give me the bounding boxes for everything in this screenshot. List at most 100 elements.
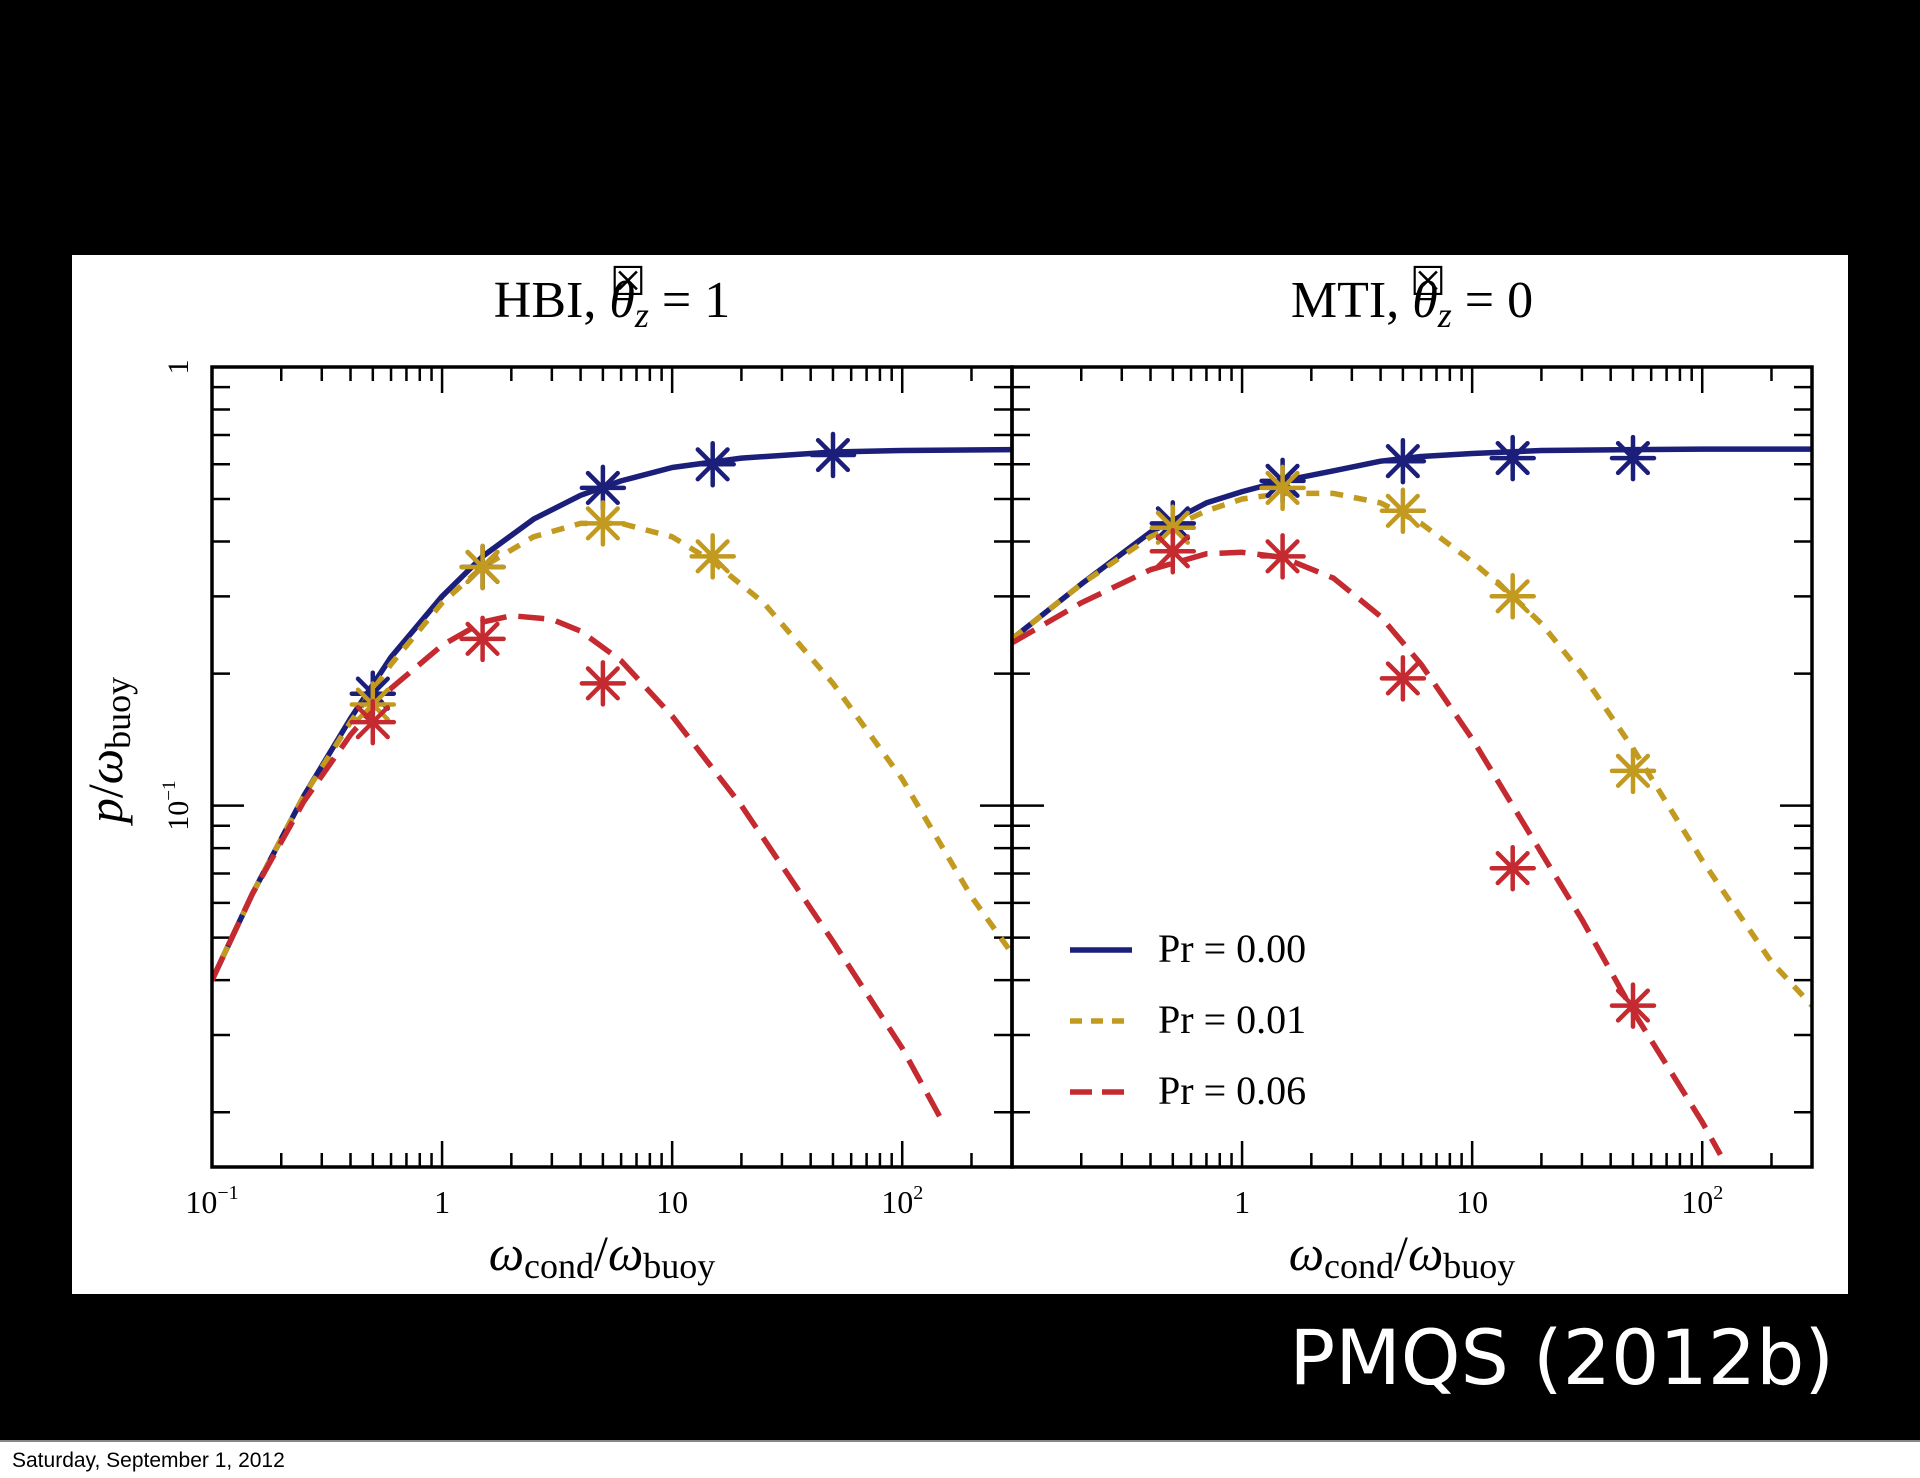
data-point <box>1379 655 1427 702</box>
x-tick-label-base: 10 <box>881 1184 913 1220</box>
series-line-pr-0-06 <box>212 612 946 1124</box>
panel-title-subscript: z <box>634 295 649 335</box>
data-point <box>349 698 397 746</box>
x-tick-label-base: 1 <box>1234 1184 1250 1220</box>
x-tick-label-exponent: 2 <box>1713 1182 1723 1204</box>
data-point <box>1489 434 1536 482</box>
x-ticks-1 <box>210 367 1014 1167</box>
citation: PMQS (2012b) <box>1289 1313 1834 1402</box>
x-axis-label: ωcond/ωbuoy <box>489 1225 716 1286</box>
x-tick-label-base: 1 <box>434 1184 450 1220</box>
data-point-stroke <box>1495 440 1530 476</box>
series-lines-1 <box>212 446 1012 1124</box>
data-point-stroke <box>1265 539 1300 574</box>
panel-title: HBI, θz = 1 <box>494 272 730 335</box>
data-point-stroke <box>1495 851 1530 886</box>
series-lines-2 <box>1012 446 1812 1157</box>
x-tick-label-base: 10 <box>185 1184 217 1220</box>
panel-title-subscript: z <box>1437 295 1452 335</box>
data-point-stroke <box>1385 493 1420 528</box>
x-axis-label-slash: / <box>594 1225 608 1281</box>
data-point <box>1379 437 1427 485</box>
legend-label: Pr = 0.01 <box>1158 997 1306 1042</box>
panel-title-suffix: = 0 <box>1452 272 1533 329</box>
x-axis-label-sub: cond <box>524 1246 594 1286</box>
series-line-pr-0-00 <box>212 446 1012 982</box>
data-point <box>1149 528 1197 575</box>
data-point <box>1489 573 1536 620</box>
series-line-pr-0-01 <box>1012 490 1812 1008</box>
series-line-pr-0-00 <box>1012 446 1812 642</box>
x-tick-label-base: 10 <box>1681 1184 1713 1220</box>
data-point <box>579 660 627 707</box>
panel-title-suffix: = 1 <box>649 272 730 329</box>
axes-frame-2 <box>1010 365 1814 1169</box>
data-point-stroke <box>695 447 730 482</box>
x-tick-label-exponent: 2 <box>913 1182 923 1204</box>
data-point <box>1259 464 1306 512</box>
y-axis-label-omega: ω <box>77 749 133 784</box>
data-point <box>689 441 736 488</box>
data-point-stroke <box>1265 470 1300 506</box>
data-point-stroke <box>815 437 851 473</box>
data-point <box>459 543 506 591</box>
x-axis-label-omega: ω <box>1408 1225 1443 1281</box>
y-tick-label: 10−1 <box>159 781 195 831</box>
y-axis-label: p/ωbuoy <box>77 677 138 826</box>
footer-strip: Saturday, September 1, 2012 <box>0 1440 1920 1478</box>
data-point-stroke <box>585 470 620 506</box>
data-point-stroke <box>1155 534 1190 569</box>
data-point-stroke <box>1615 753 1651 788</box>
data-point-stroke <box>585 506 620 541</box>
series-line-pr-0-06 <box>1012 549 1723 1157</box>
panel-title-symbol: θ <box>1412 272 1438 329</box>
x-tick-label-base: 10 <box>656 1184 688 1220</box>
data-point <box>1609 982 1657 1029</box>
slide: 10−1 1 10 102 1 10−1 HBI, θz = 1 ☒ ωcond/ωbuoy p/… <box>0 0 1920 1440</box>
x-tick-label: 1 <box>1234 1184 1250 1220</box>
data-point <box>1609 434 1657 482</box>
x-tick-label: 102 <box>881 1182 923 1220</box>
missing-glyph-icon: ☒ <box>610 259 646 305</box>
data-point-stroke <box>1495 579 1530 614</box>
data-point-stroke <box>585 666 620 701</box>
data-point <box>809 431 857 479</box>
x-tick-label: 1 <box>434 1184 450 1220</box>
panel-title-prefix: HBI, <box>494 272 610 329</box>
data-point <box>459 615 506 663</box>
data-point <box>689 533 736 580</box>
y-axis-label-slash: / <box>77 784 133 798</box>
data-point <box>579 500 627 547</box>
y-ticks-2 <box>1012 365 1812 1114</box>
data-point-stroke <box>1385 661 1420 696</box>
x-axis-label-sub: buoy <box>643 1246 715 1286</box>
x-ticks-2 <box>1010 367 1814 1167</box>
x-tick-label: 102 <box>1681 1182 1723 1220</box>
missing-glyph-icon: ☒ <box>1410 259 1446 305</box>
x-tick-label: 10−1 <box>185 1182 238 1220</box>
data-point-stroke <box>465 621 500 656</box>
x-tick-label-exponent: −1 <box>217 1182 238 1204</box>
data-point-stroke <box>695 539 730 574</box>
x-tick-label: 10 <box>1456 1184 1488 1220</box>
legend-label: Pr = 0.00 <box>1158 926 1306 971</box>
y-axis-label-p: p <box>77 798 133 826</box>
y-tick-label-exponent: −1 <box>159 781 180 801</box>
x-axis-label-omega: ω <box>608 1225 643 1281</box>
markers-1 <box>349 431 857 746</box>
y-tick-label-base: 1 <box>162 360 195 375</box>
panel-title-prefix: MTI, <box>1291 272 1412 329</box>
panel-title-symbol: θ <box>609 272 635 329</box>
figure-panel: 10−1 1 10 102 1 10−1 HBI, θz = 1 ☒ ωcond/ωbuoy p/… <box>72 255 1848 1294</box>
footer-date: Saturday, September 1, 2012 <box>12 1449 285 1472</box>
data-point <box>579 464 627 512</box>
x-tick-label: 10 <box>656 1184 688 1220</box>
data-point-stroke <box>465 549 500 585</box>
data-point <box>1489 844 1536 892</box>
markers-2 <box>1149 434 1657 1029</box>
data-point-stroke <box>1615 988 1651 1023</box>
data-point-stroke <box>1615 440 1651 476</box>
